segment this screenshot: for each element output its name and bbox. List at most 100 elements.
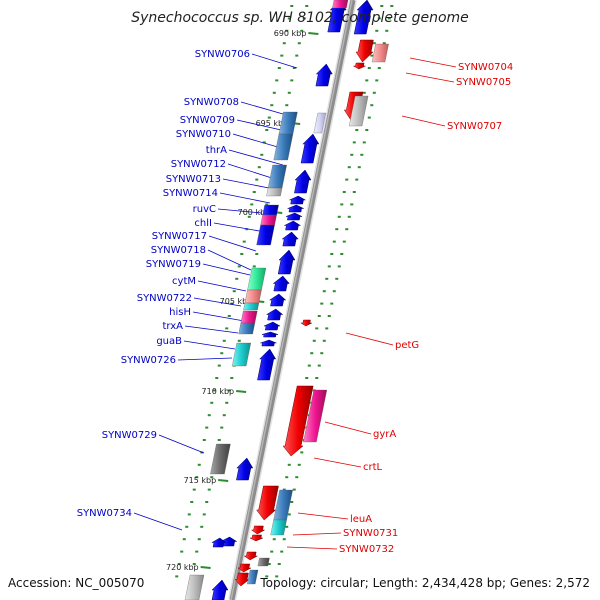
- gene-arrow-forward: [234, 572, 250, 587]
- kbp-tick-label: 715 kbp: [184, 476, 217, 485]
- gene-block: [266, 187, 283, 197]
- gene-label-synw0731[interactable]: SYNW0731: [343, 528, 398, 539]
- leader-line: [401, 115, 446, 127]
- leader-line: [292, 532, 342, 536]
- leader-line: [222, 178, 275, 190]
- gene-block: [247, 569, 259, 585]
- leader-line: [227, 163, 279, 181]
- gene-label-guab[interactable]: guaB: [156, 336, 182, 347]
- gene-label-synw0734[interactable]: SYNW0734: [77, 508, 132, 519]
- gene-label-synw0710[interactable]: SYNW0710: [176, 129, 231, 140]
- gene-label-cytm[interactable]: cytM: [172, 276, 196, 287]
- accession-text: Accession: NC_005070: [8, 576, 144, 590]
- gene-label-synw0709[interactable]: SYNW0709: [180, 115, 235, 126]
- gene-block: [303, 389, 328, 443]
- gene-label-synw0706[interactable]: SYNW0706: [195, 49, 250, 60]
- gene-block: [332, 0, 349, 9]
- gene-block: [270, 519, 287, 536]
- gene-block: [313, 112, 326, 134]
- gene-label-synw0713[interactable]: SYNW0713: [166, 174, 221, 185]
- gene-block: [231, 342, 251, 367]
- leader-line: [240, 101, 291, 117]
- gene-label-leua[interactable]: leuA: [350, 514, 372, 525]
- gene-arrow-forward: [237, 563, 252, 573]
- leader-line: [228, 149, 284, 166]
- leader-line: [208, 235, 257, 252]
- gene-arrow-reverse: [287, 204, 304, 213]
- gene-label-synw0704[interactable]: SYNW0704: [458, 62, 513, 73]
- leader-line: [345, 332, 394, 346]
- gene-label-gyra[interactable]: gyrA: [373, 429, 396, 440]
- gene-block: [257, 557, 270, 567]
- leader-line: [213, 222, 266, 233]
- gene-arrow-forward: [256, 485, 279, 521]
- genome-backbone: [228, 0, 357, 600]
- gene-arrow-forward: [243, 551, 258, 561]
- gene-arrow-reverse: [284, 220, 302, 231]
- gene-label-ruvc[interactable]: ruvC: [193, 204, 216, 215]
- gene-label-chli[interactable]: chlI: [194, 218, 212, 229]
- gene-arrow-reverse: [261, 331, 279, 338]
- gene-label-synw0707[interactable]: SYNW0707: [447, 121, 502, 132]
- gene-label-synw0712[interactable]: SYNW0712: [171, 159, 226, 170]
- kbp-tick-mark: [236, 390, 247, 393]
- gene-label-trxa[interactable]: trxA: [162, 321, 183, 332]
- gene-arrow-reverse: [236, 457, 254, 481]
- kbp-tick-mark: [308, 32, 319, 35]
- gene-label-hish[interactable]: hisH: [169, 307, 191, 318]
- gene-arrow-reverse: [300, 133, 320, 164]
- kbp-tick-label: 710 kbp: [202, 387, 235, 396]
- leader-line: [158, 434, 205, 454]
- gene-block: [238, 322, 256, 335]
- gene-label-synw0708[interactable]: SYNW0708: [184, 97, 239, 108]
- leader-line: [133, 512, 183, 531]
- gene-label-synw0732[interactable]: SYNW0732: [339, 544, 394, 555]
- gene-label-crtl[interactable]: crtL: [363, 462, 383, 473]
- gene-arrow-reverse: [265, 308, 284, 321]
- genome-summary-text: Topology: circular; Length: 2,434,428 bp…: [259, 576, 590, 590]
- kbp-tick-label: 720 kbp: [166, 563, 199, 572]
- leader-line: [177, 357, 233, 361]
- gene-arrow-reverse: [260, 339, 277, 347]
- gene-arrow-reverse: [353, 0, 374, 35]
- gene-arrow-forward: [300, 319, 313, 327]
- gene-block: [184, 574, 205, 600]
- gene-arrow-reverse: [277, 249, 296, 275]
- gene-arrow-reverse: [315, 63, 333, 87]
- gene-label-synw0729[interactable]: SYNW0729: [102, 430, 157, 441]
- kbp-tick-mark: [200, 566, 211, 569]
- gene-label-synw0717[interactable]: SYNW0717: [152, 231, 207, 242]
- gene-block: [273, 133, 294, 161]
- gene-label-synw0718[interactable]: SYNW0718: [151, 245, 206, 256]
- gene-label-synw0722[interactable]: SYNW0722: [137, 293, 192, 304]
- gene-arrow-forward: [355, 39, 374, 63]
- leader-line: [192, 311, 251, 323]
- leader-line: [207, 249, 252, 271]
- gene-label-petg[interactable]: petG: [395, 340, 419, 351]
- leader-line: [197, 280, 247, 292]
- gene-label-synw0726[interactable]: SYNW0726: [121, 355, 176, 366]
- leader-line: [313, 457, 362, 468]
- gene-arrow-forward: [352, 62, 366, 70]
- leader-line: [251, 53, 298, 69]
- leader-line: [324, 421, 372, 435]
- kbp-tick-label: 690 kbp: [274, 29, 307, 38]
- leader-line: [183, 340, 236, 350]
- gene-labels: SYNW0706 SYNW0708 SYNW0709 SYNW0710 thrA SYNW…: [77, 49, 514, 555]
- leader-line: [409, 57, 457, 68]
- gene-block: [267, 164, 287, 189]
- gene-label-synw0719[interactable]: SYNW0719: [146, 259, 201, 270]
- gene-label-thra[interactable]: thrA: [206, 145, 227, 156]
- leader-line: [286, 546, 338, 550]
- gene-block: [278, 111, 298, 135]
- gene-block: [348, 95, 369, 127]
- gene-arrow-reverse: [272, 275, 290, 292]
- gene-arrow-reverse: [257, 348, 277, 381]
- gene-arrow-forward: [282, 385, 314, 457]
- gene-label-synw0705[interactable]: SYNW0705: [456, 77, 511, 88]
- gene-arrow-reverse: [294, 169, 312, 194]
- gene-arrow-reverse: [281, 231, 299, 247]
- gene-label-synw0714[interactable]: SYNW0714: [163, 188, 218, 199]
- gene-block: [260, 214, 277, 226]
